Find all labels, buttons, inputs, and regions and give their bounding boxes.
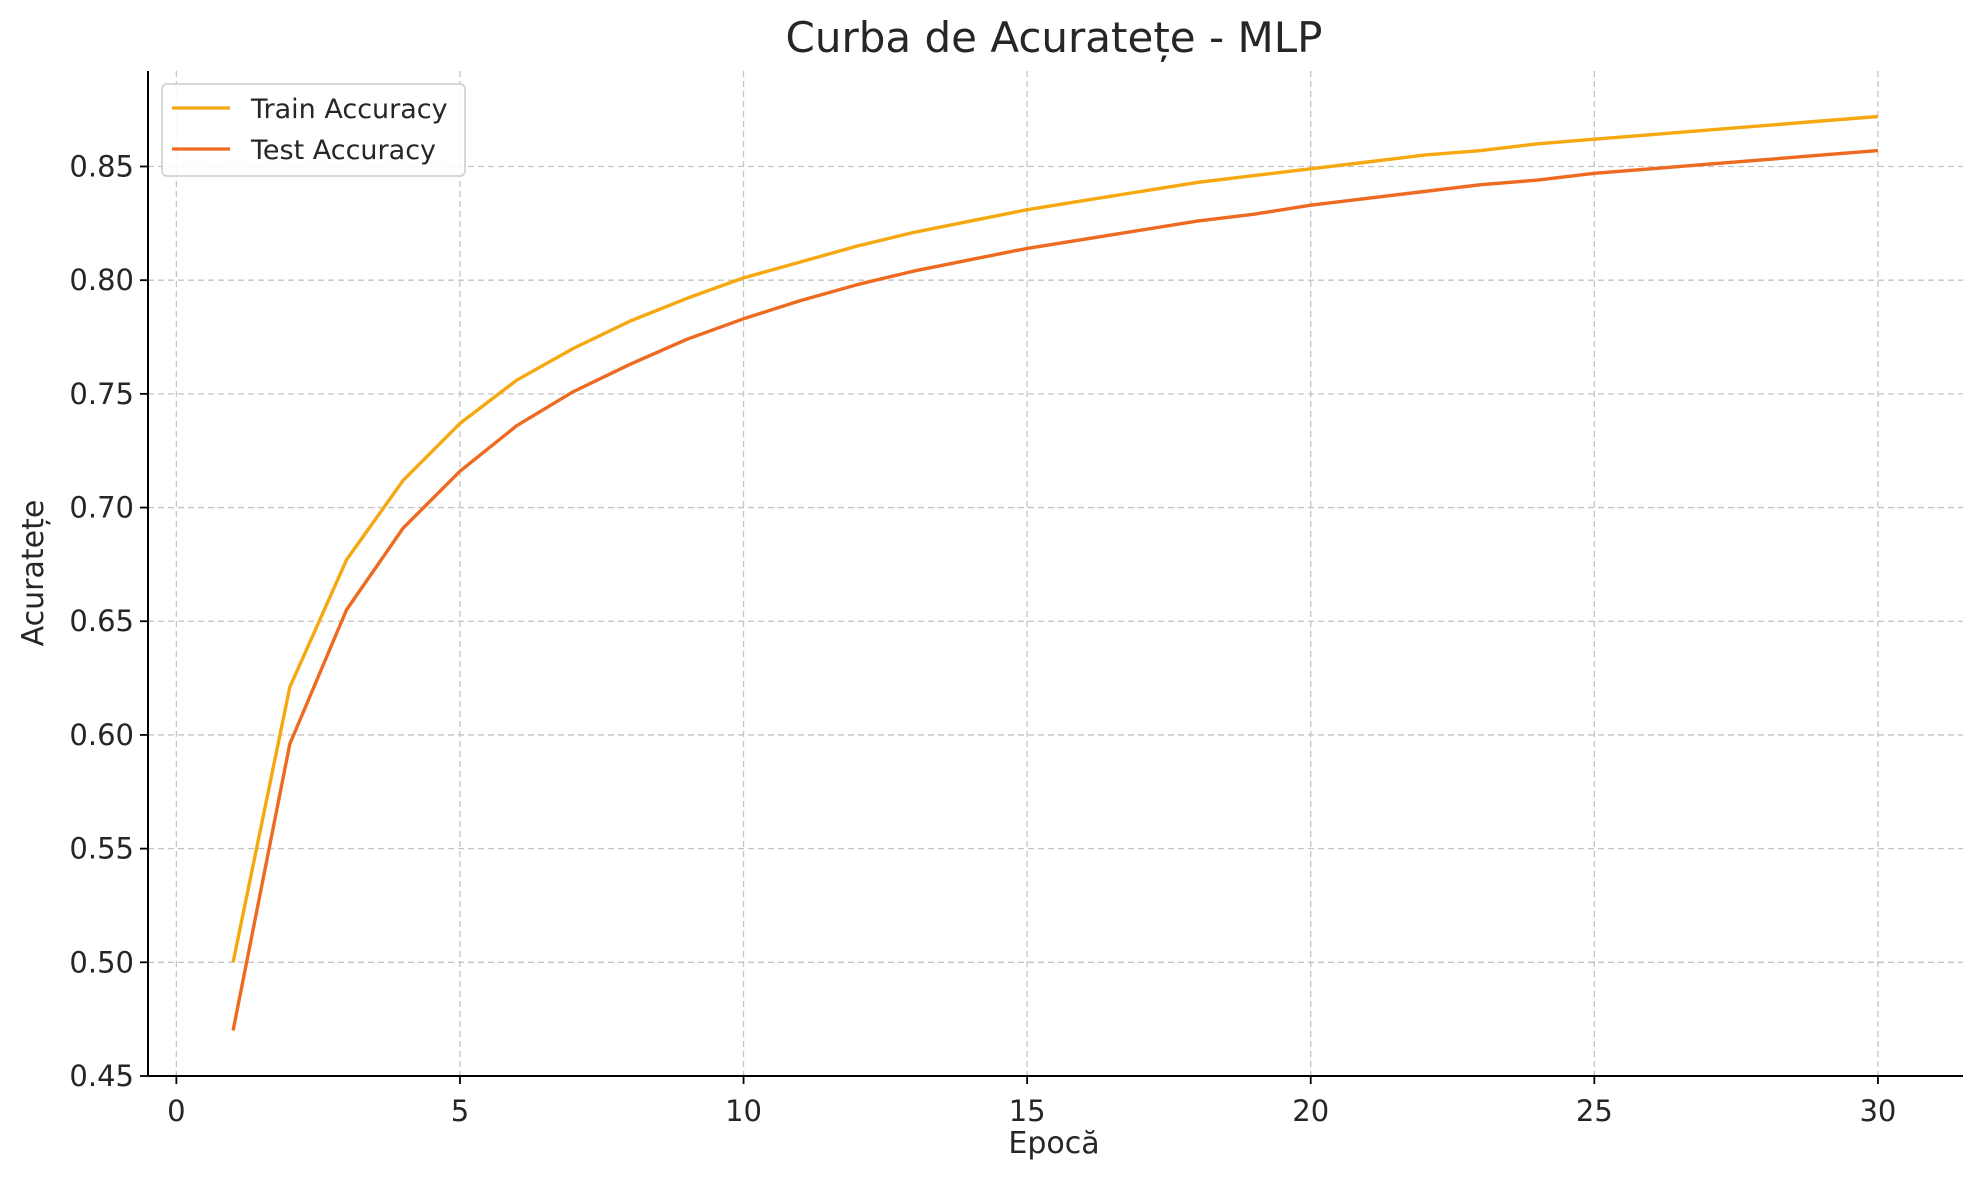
y-tick-label: 0.85 xyxy=(69,149,134,183)
y-tick-label: 0.70 xyxy=(69,491,134,525)
x-tick-label: 30 xyxy=(1859,1094,1896,1128)
train-accuracy-line xyxy=(231,114,1879,963)
y-tick-label: 0.80 xyxy=(69,263,134,297)
legend-train-label: Train Accuracy xyxy=(250,94,448,125)
series-lines xyxy=(231,114,1879,1031)
y-tick-label: 0.45 xyxy=(69,1059,134,1093)
grid-lines xyxy=(148,71,1963,1076)
x-axis-label: Epocă xyxy=(1008,1126,1099,1161)
x-tick-label: 25 xyxy=(1576,1094,1613,1128)
x-tick-label: 0 xyxy=(167,1094,185,1128)
chart-title: Curba de Acuratețe - MLP xyxy=(786,13,1323,62)
legend: Train Accuracy Test Accuracy xyxy=(161,83,466,177)
x-tick-label: 20 xyxy=(1292,1094,1329,1128)
x-tick-label: 10 xyxy=(725,1094,762,1128)
y-tick-label: 0.75 xyxy=(69,377,134,411)
y-tick-label: 0.50 xyxy=(69,945,134,979)
legend-box xyxy=(161,83,466,177)
x-tick-label: 15 xyxy=(1009,1094,1046,1128)
y-tick-label: 0.65 xyxy=(69,604,134,638)
axis-ticks: 0 5 10 15 20 25 30 0.45 0.50 0.55 0.60 0.65 0.70 0.75… xyxy=(69,149,1896,1128)
y-tick-label: 0.55 xyxy=(69,832,134,866)
x-tick-label: 5 xyxy=(451,1094,469,1128)
test-accuracy-line xyxy=(231,148,1879,1031)
y-tick-label: 0.60 xyxy=(69,718,134,752)
legend-test-label: Test Accuracy xyxy=(250,135,436,166)
y-axis-label: Acuratețe xyxy=(16,500,51,647)
